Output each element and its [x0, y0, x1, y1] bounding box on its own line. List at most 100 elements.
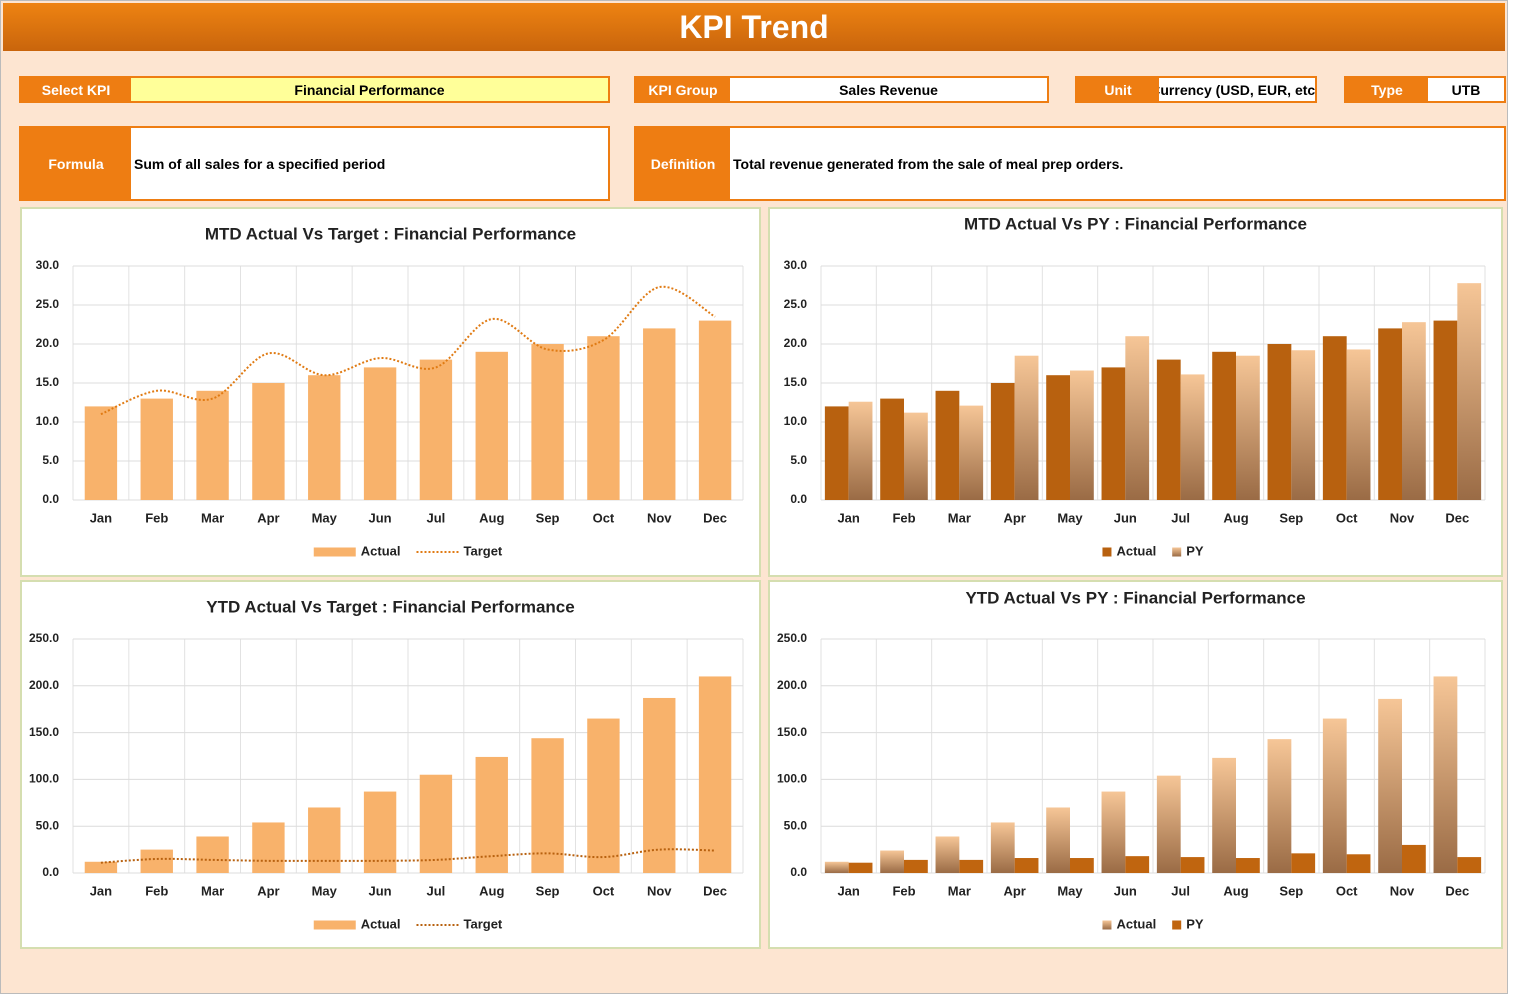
x-tick-label: Feb: [145, 510, 168, 525]
chart: YTD Actual Vs PY : Financial Performance…: [777, 588, 1486, 931]
y-tick-label: 20.0: [36, 336, 60, 350]
y-tick-label: 50.0: [36, 818, 60, 832]
field-value: Currency (USD, EUR, etc.): [1159, 81, 1315, 98]
bar: [363, 367, 397, 500]
x-tick-label: Apr: [257, 883, 279, 898]
bar: [1346, 349, 1371, 500]
bar: [1212, 351, 1236, 500]
field-value: UTB: [1451, 81, 1481, 98]
bar: [363, 791, 397, 873]
bar: [1180, 374, 1205, 500]
bar: [990, 383, 1015, 500]
y-tick-label: 30.0: [784, 258, 808, 272]
bar: [904, 859, 928, 873]
chart: MTD Actual Vs Target : Financial Perform…: [36, 224, 744, 558]
formula-field: Formula Sum of all sales for a specified…: [19, 126, 610, 201]
x-tick-label: Feb: [145, 883, 168, 898]
bar: [419, 774, 453, 873]
bar: [1101, 791, 1126, 873]
bar: [880, 398, 904, 500]
x-tick-label: Sep: [1279, 883, 1303, 898]
bar: [904, 412, 928, 500]
bar: [84, 861, 118, 873]
x-tick-label: Jul: [1171, 883, 1190, 898]
field-label: Formula: [21, 128, 131, 199]
x-tick-label: Oct: [1336, 883, 1358, 898]
bar: [1014, 858, 1039, 873]
bar: [196, 390, 229, 500]
chart-title: MTD Actual Vs Target : Financial Perform…: [205, 224, 576, 243]
bar: [1101, 367, 1126, 500]
bar: [643, 328, 676, 500]
y-tick-label: 0.0: [790, 865, 807, 879]
bar: [824, 406, 849, 500]
kpi-dropdown[interactable]: Financial Performance: [131, 78, 608, 101]
field-value: Sum of all sales for a specified period: [134, 155, 386, 172]
bar: [1291, 350, 1316, 500]
x-tick-label: Jul: [1171, 510, 1190, 525]
y-tick-label: 200.0: [777, 678, 807, 692]
field-label: Unit: [1077, 78, 1159, 101]
y-tick-label: 15.0: [784, 375, 808, 389]
bar: [84, 406, 118, 500]
definition-field: Definition Total revenue generated from …: [634, 126, 1506, 201]
x-tick-label: Apr: [1003, 883, 1025, 898]
y-tick-label: 0.0: [790, 492, 807, 506]
field-label: KPI Group: [636, 78, 730, 101]
x-tick-label: Nov: [1390, 883, 1415, 898]
x-tick-label: Nov: [1390, 510, 1415, 525]
bar: [475, 351, 508, 500]
y-tick-label: 10.0: [36, 414, 60, 428]
chart-panel: MTD Actual Vs Target : Financial Perform…: [20, 207, 761, 577]
bar: [990, 822, 1015, 873]
legend-swatch: [313, 547, 356, 557]
bar: [252, 822, 285, 873]
y-tick-label: 50.0: [784, 818, 808, 832]
chart-title: MTD Actual Vs PY : Financial Performance: [964, 214, 1307, 233]
chart-panel: MTD Actual Vs PY : Financial Performance…: [768, 207, 1503, 577]
bar: [1236, 355, 1260, 500]
select-kpi-field: Select KPI Financial Performance: [19, 76, 610, 103]
bar: [252, 383, 285, 500]
bar: [1267, 344, 1292, 500]
bar: [1070, 370, 1094, 500]
x-tick-label: Jun: [369, 883, 392, 898]
bar: [959, 859, 984, 873]
bar: [1378, 328, 1402, 500]
bar: [531, 738, 564, 873]
x-tick-label: Jan: [837, 883, 859, 898]
y-tick-label: 150.0: [29, 725, 59, 739]
bar: [698, 676, 732, 873]
x-tick-label: Jun: [1114, 510, 1137, 525]
x-tick-label: May: [312, 883, 338, 898]
bar: [959, 405, 984, 500]
bar: [196, 836, 229, 873]
field-label: Definition: [636, 128, 730, 199]
x-tick-label: Mar: [201, 883, 224, 898]
chart: YTD Actual Vs Target : Financial Perform…: [29, 597, 744, 931]
bar: [531, 344, 564, 500]
y-tick-label: 20.0: [784, 336, 808, 350]
bar: [1212, 757, 1236, 873]
bar: [1402, 322, 1426, 500]
bar: [1125, 856, 1150, 873]
bar: [1014, 355, 1039, 500]
y-tick-label: 100.0: [29, 772, 59, 786]
legend: Actual PY: [1102, 543, 1204, 558]
field-value: Total revenue generated from the sale of…: [733, 155, 1124, 172]
x-tick-label: Oct: [593, 510, 615, 525]
bar: [848, 862, 873, 873]
chart-title: YTD Actual Vs PY : Financial Performance: [965, 588, 1305, 607]
bar: [1346, 854, 1371, 873]
chart-panel: YTD Actual Vs Target : Financial Perform…: [20, 580, 761, 949]
x-tick-label: Sep: [536, 883, 560, 898]
x-tick-label: Sep: [1279, 510, 1303, 525]
legend-label: Actual: [361, 916, 401, 931]
y-tick-label: 5.0: [790, 453, 807, 467]
x-tick-label: Jan: [90, 883, 112, 898]
bar: [643, 697, 676, 873]
bar: [1433, 320, 1458, 500]
x-tick-label: Apr: [257, 510, 279, 525]
bar: [1267, 739, 1292, 873]
x-tick-label: Mar: [948, 510, 971, 525]
